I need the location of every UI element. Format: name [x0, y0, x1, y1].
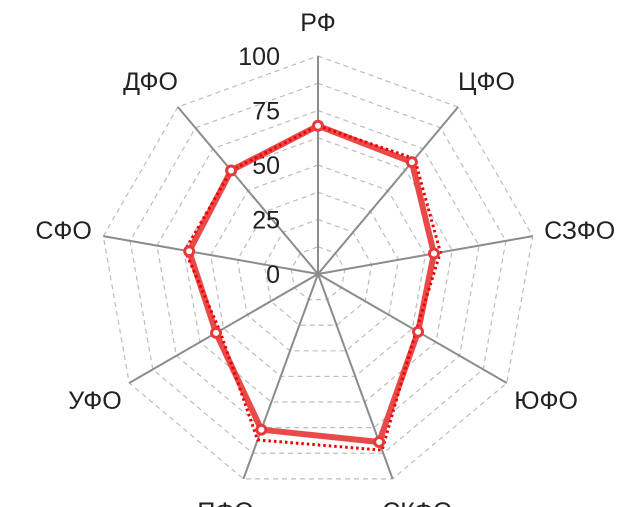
tick-label: 0: [266, 261, 280, 289]
data-point: [412, 325, 425, 338]
series-line-0: [186, 122, 437, 445]
spoke-8: [177, 106, 319, 275]
data-point: [183, 245, 196, 258]
category-label: СКФО: [382, 498, 452, 507]
data-point: [405, 156, 418, 169]
grid-ring-7: [102, 55, 534, 480]
grid-ring-6: [129, 82, 507, 454]
category-label: УФО: [68, 387, 122, 415]
grid-ring-1: [263, 218, 373, 326]
spoke-3: [317, 273, 508, 384]
radar-series: [183, 119, 442, 452]
category-label: СЗФО: [544, 217, 615, 245]
spoke-5: [242, 273, 319, 480]
tick-label: 75: [252, 98, 280, 126]
grid-ring-5: [156, 109, 480, 429]
data-point: [255, 423, 268, 436]
data-point: [427, 247, 440, 260]
category-label: ДФО: [123, 68, 178, 96]
spoke-7: [103, 235, 319, 275]
tick-label: 100: [238, 43, 280, 71]
data-point: [210, 326, 223, 339]
category-label: ЦФО: [458, 68, 515, 96]
category-label: РФ: [300, 9, 335, 37]
spoke-2: [317, 235, 533, 275]
data-point: [373, 435, 386, 448]
data-point: [225, 164, 238, 177]
grid-ring-3: [210, 164, 426, 378]
tick-label: 25: [252, 207, 280, 235]
category-label: ПФО: [197, 498, 253, 507]
spoke-6: [128, 273, 319, 384]
category-label: СФО: [35, 217, 92, 245]
grid-ring-0: [290, 246, 346, 301]
data-point: [312, 119, 324, 132]
spoke-1: [317, 106, 459, 275]
category-label: ЮФО: [514, 387, 578, 415]
series-line-1: [183, 124, 442, 452]
category-labels: РФ ЦФО СЗФО ЮФО СКФО ПФО УФО СФО ДФО: [35, 9, 615, 507]
grid-ring-2: [236, 191, 400, 352]
radar-spokes: [103, 56, 533, 480]
